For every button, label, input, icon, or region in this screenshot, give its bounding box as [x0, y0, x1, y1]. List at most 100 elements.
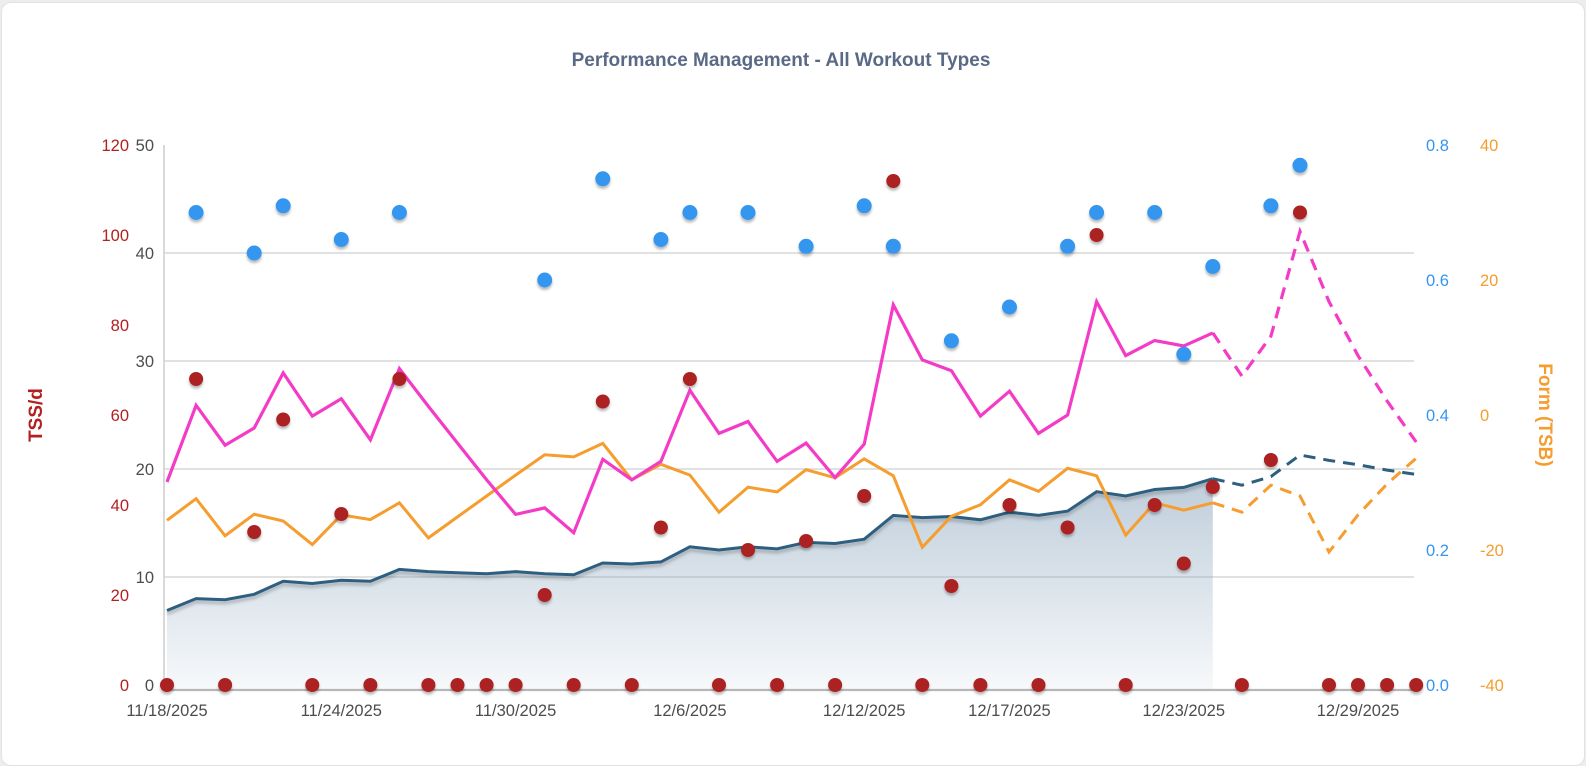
tss-dot[interactable] [537, 588, 552, 602]
tss-dot[interactable] [1351, 678, 1365, 692]
y-tick-label-tss: 80 [111, 317, 129, 335]
y-tick-label-tss: 20 [111, 587, 129, 605]
y-tick-label-if: 0.6 [1426, 272, 1449, 290]
tss-dot[interactable] [1205, 480, 1220, 494]
tss-dot[interactable] [276, 412, 291, 427]
tss-dot[interactable] [1089, 228, 1104, 242]
tss-dot[interactable] [770, 678, 785, 692]
tss-dot[interactable] [624, 678, 639, 692]
tss-dot[interactable] [828, 678, 843, 692]
tss-dot[interactable] [1322, 678, 1336, 692]
tss-dot[interactable] [479, 678, 494, 692]
y-tick-label-tss: 60 [111, 407, 129, 425]
y-tick-label-if: 0.2 [1426, 542, 1449, 560]
tss-dot[interactable] [1060, 520, 1075, 535]
if-dot[interactable] [798, 238, 814, 254]
tss-dot[interactable] [363, 678, 378, 692]
if-dot[interactable] [1060, 238, 1076, 254]
if-dot[interactable] [856, 198, 872, 214]
y-tick-label-load: 30 [136, 353, 154, 371]
x-tick-label: 11/24/2025 [301, 702, 382, 720]
tss-dot[interactable] [1293, 205, 1307, 220]
tss-dot[interactable] [1409, 678, 1424, 692]
if-dot[interactable] [1002, 299, 1017, 315]
tss-dot[interactable] [1263, 453, 1278, 467]
if-dot[interactable] [1292, 157, 1308, 173]
if-dot[interactable] [391, 205, 407, 220]
tss-dot[interactable] [1002, 498, 1017, 512]
x-tick-label: 12/23/2025 [1142, 702, 1225, 720]
if-dot[interactable] [537, 272, 553, 288]
y-tick-label-load: 10 [136, 569, 154, 587]
if-dot[interactable] [653, 232, 669, 247]
tss-dot[interactable] [334, 507, 349, 521]
atl-line [165, 297, 1214, 536]
y-tick-label-tss: 0 [120, 677, 129, 695]
tss-dot[interactable] [247, 525, 262, 539]
tss-dot[interactable] [189, 372, 204, 386]
ctl-line [166, 477, 1214, 612]
if-dot[interactable] [1089, 205, 1105, 220]
if-dot[interactable] [595, 171, 611, 187]
plot-area: 0 20 40 60 80 100 120 0 10 20 30 40 50 0.0 0.2 0.4 0.6 0.… [26, 137, 1555, 720]
y-tick-label-load: 0 [145, 677, 154, 695]
pmc-chart[interactable]: Performance Management - All Workout Typ… [2, 3, 1584, 765]
tss-dot[interactable] [799, 534, 814, 548]
x-tick-label: 12/29/2025 [1317, 702, 1400, 720]
y-tick-label-tsb: 20 [1480, 272, 1498, 290]
tss-dot[interactable] [160, 678, 174, 692]
if-dot[interactable] [1176, 346, 1192, 362]
tss-dot[interactable] [1380, 678, 1395, 692]
tss-dot[interactable] [1031, 678, 1046, 692]
tss-dot[interactable] [886, 174, 901, 188]
tss-dot[interactable] [566, 678, 581, 692]
x-tick-label: 11/30/2025 [475, 702, 556, 720]
if-dot[interactable] [275, 198, 291, 214]
if-dot[interactable] [740, 205, 756, 220]
if-dot[interactable] [333, 232, 349, 247]
tss-dot[interactable] [973, 678, 988, 692]
tss-dot[interactable] [1234, 678, 1249, 692]
tss-dot[interactable] [450, 678, 465, 692]
y-tick-label-tss: 100 [101, 227, 129, 245]
y-tick-label-load: 40 [136, 245, 154, 263]
tss-dot[interactable] [392, 372, 407, 386]
x-tick-label: 12/17/2025 [968, 702, 1051, 720]
tss-dot[interactable] [595, 394, 610, 409]
if-dot[interactable] [1147, 205, 1163, 220]
y-tick-label-tsb: -40 [1480, 677, 1504, 695]
tss-dot[interactable] [712, 678, 726, 692]
y-tick-label-tsb: 0 [1480, 407, 1489, 425]
y-tick-label-tsb: -20 [1480, 542, 1504, 560]
tss-dot[interactable] [857, 489, 872, 503]
if-dot[interactable] [1263, 198, 1279, 214]
if-dot[interactable] [885, 238, 901, 254]
tss-dot[interactable] [1147, 498, 1162, 512]
x-tick-label: 12/12/2025 [823, 702, 906, 720]
chart-title: Performance Management - All Workout Typ… [572, 50, 991, 71]
tss-dot[interactable] [218, 678, 233, 692]
if-dot[interactable] [246, 245, 262, 261]
tss-dot[interactable] [653, 520, 668, 535]
tss-dot[interactable] [1176, 556, 1191, 571]
if-dot[interactable] [188, 205, 204, 220]
if-dot[interactable] [1205, 259, 1221, 274]
tss-dot[interactable] [305, 678, 320, 692]
tss-dot[interactable] [944, 579, 959, 593]
y-tick-label-tss: 40 [111, 497, 129, 515]
tsb-line-projection [1212, 457, 1418, 555]
if-dot[interactable] [943, 333, 959, 349]
tss-dot[interactable] [682, 372, 697, 386]
tss-dot[interactable] [915, 678, 930, 692]
y-tick-label-load: 20 [136, 461, 154, 479]
if-dot[interactable] [682, 205, 698, 220]
y-tick-label-tsb: 40 [1480, 137, 1498, 155]
y-tick-label-if: 0.8 [1426, 137, 1449, 155]
tss-dot[interactable] [741, 543, 755, 557]
tss-dot[interactable] [421, 678, 436, 692]
atl-line-projection [1211, 226, 1418, 443]
tss-dot[interactable] [508, 678, 523, 692]
tss-dot[interactable] [1118, 678, 1133, 692]
tsb-axis-title: Form (TSB) [1534, 363, 1555, 466]
